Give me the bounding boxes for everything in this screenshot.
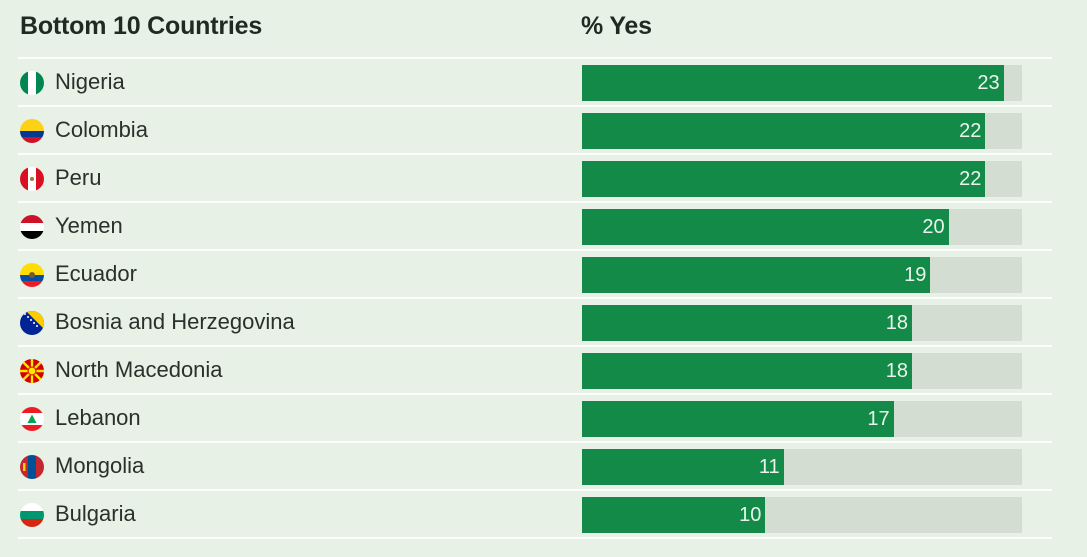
- bar-track: 22: [582, 161, 1022, 197]
- north-macedonia-flag-icon: [20, 359, 44, 383]
- bar: 23: [582, 65, 1004, 101]
- chart-row: Yemen 20: [0, 201, 1087, 251]
- bar-track: 17: [582, 401, 1022, 437]
- row-divider: [18, 153, 1052, 155]
- bulgaria-flag-icon: [20, 503, 44, 527]
- bar-value-label: 22: [959, 120, 982, 142]
- bar: 22: [582, 161, 986, 197]
- bar-value-label: 19: [904, 264, 927, 286]
- country-label: Lebanon: [55, 405, 141, 430]
- bar: 18: [582, 353, 912, 389]
- bar-value-label: 18: [885, 360, 908, 382]
- chart-row: North Macedonia 18: [0, 345, 1087, 395]
- bar-track: 11: [582, 449, 1022, 485]
- row-divider: [18, 489, 1052, 491]
- country-label: Nigeria: [55, 69, 125, 94]
- country-label: Bosnia and Herzegovina: [55, 309, 295, 334]
- country-label: Peru: [55, 165, 102, 190]
- chart-row: Lebanon 17: [0, 393, 1087, 443]
- country-label: Yemen: [55, 213, 123, 238]
- bar-value-label: 11: [758, 456, 780, 478]
- chart-row: Bulgaria 10: [0, 489, 1087, 539]
- row-divider: [18, 537, 1052, 539]
- colombia-flag-icon: [20, 119, 44, 143]
- bar-track: 19: [582, 257, 1022, 293]
- row-divider: [18, 249, 1052, 251]
- row-divider: [18, 57, 1052, 59]
- row-divider: [18, 345, 1052, 347]
- chart-row: Peru 22: [0, 153, 1087, 203]
- bar-value-label: 18: [885, 312, 908, 334]
- bar-track: 18: [582, 305, 1022, 341]
- bar: 20: [582, 209, 949, 245]
- country-column-header: Bottom 10 Countries: [20, 12, 263, 40]
- bar-track: 22: [582, 113, 1022, 149]
- bar-track: 20: [582, 209, 1022, 245]
- bar: 19: [582, 257, 931, 293]
- row-divider: [18, 105, 1052, 107]
- bar: 22: [582, 113, 986, 149]
- bar-track: 18: [582, 353, 1022, 389]
- country-label: Bulgaria: [55, 501, 136, 526]
- ecuador-flag-icon: [20, 263, 44, 287]
- chart-row: Bosnia and Herzegovina 18: [0, 297, 1087, 347]
- bar-value-label: 10: [739, 504, 762, 526]
- bar-track: 10: [582, 497, 1022, 533]
- chart-row: Mongolia 11: [0, 441, 1087, 491]
- bosnia-and-herzegovina-flag-icon: [20, 311, 44, 335]
- bar: 10: [582, 497, 766, 533]
- chart-row: Colombia 22: [0, 105, 1087, 155]
- bar: 18: [582, 305, 912, 341]
- country-label: Ecuador: [55, 261, 137, 286]
- country-label: Colombia: [55, 117, 148, 142]
- bar-value-label: 20: [922, 216, 945, 238]
- row-divider: [18, 441, 1052, 443]
- bar-value-label: 23: [977, 72, 1000, 94]
- bar: 17: [582, 401, 894, 437]
- mongolia-flag-icon: [20, 455, 44, 479]
- lebanon-flag-icon: [20, 407, 44, 431]
- country-label: Mongolia: [55, 453, 145, 478]
- yemen-flag-icon: [20, 215, 44, 239]
- row-divider: [18, 297, 1052, 299]
- nigeria-flag-icon: [20, 71, 44, 95]
- bar: 11: [582, 449, 784, 485]
- chart-row: Ecuador 19: [0, 249, 1087, 299]
- row-divider: [18, 201, 1052, 203]
- peru-flag-icon: [20, 167, 44, 191]
- bar-value-label: 22: [959, 168, 982, 190]
- row-divider: [18, 393, 1052, 395]
- bar-track: 23: [582, 65, 1022, 101]
- country-label: North Macedonia: [55, 357, 223, 382]
- chart-row: Nigeria 23: [0, 57, 1087, 107]
- bar-value-label: 17: [867, 408, 890, 430]
- value-column-header: % Yes: [581, 12, 652, 40]
